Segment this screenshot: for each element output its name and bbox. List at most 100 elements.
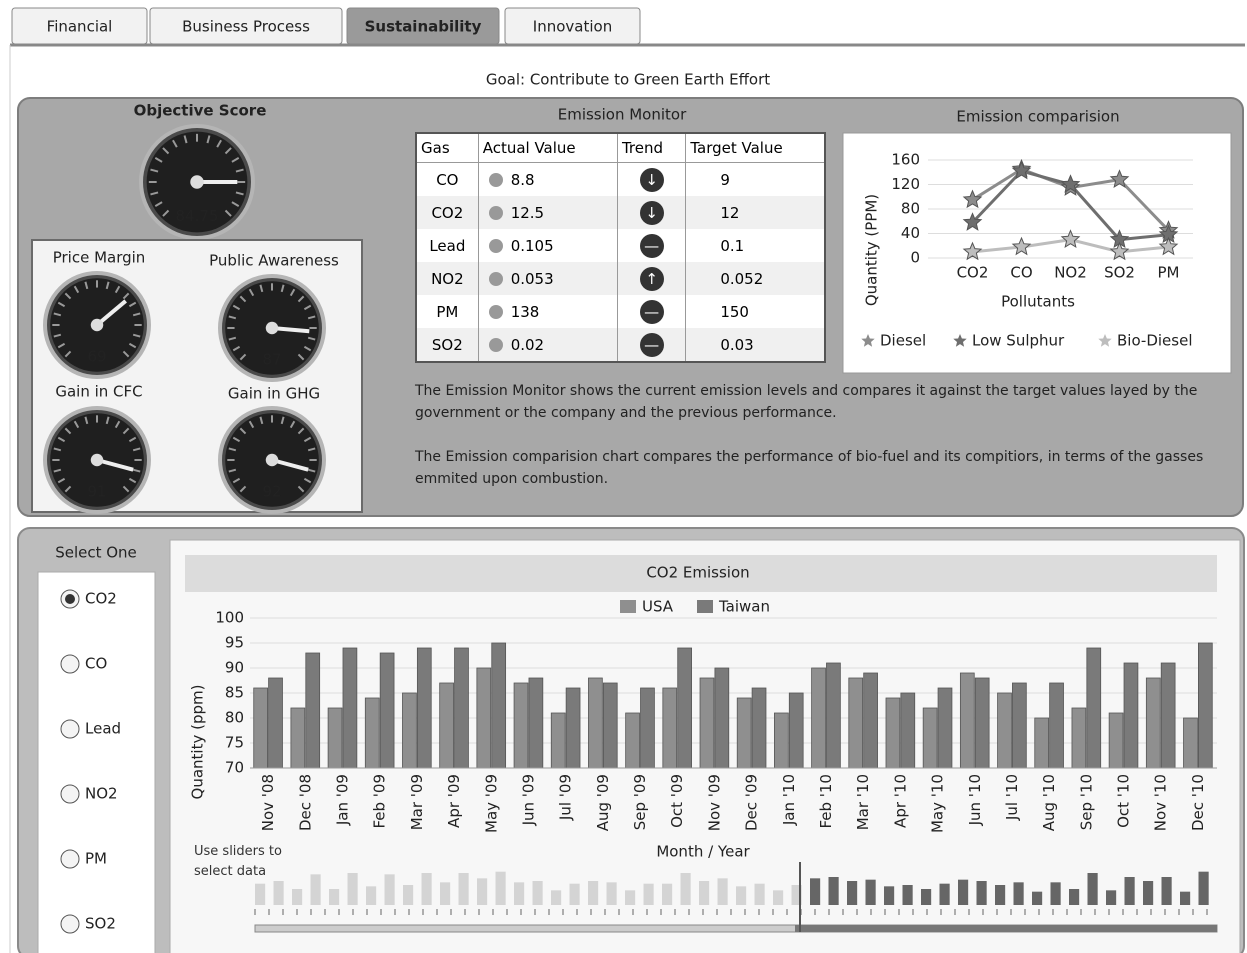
column-header: Actual Value — [478, 133, 617, 163]
navigator-bar — [977, 881, 987, 905]
emission-monitor-table: GasActual ValueTrendTarget ValueCO8.8↓9C… — [415, 132, 826, 363]
gauge-label: Public Awareness — [209, 252, 339, 270]
chart-title: CO2 Emission — [646, 564, 749, 582]
x-tick-label: Jul '10 — [1003, 774, 1021, 821]
radio-button[interactable] — [61, 655, 79, 673]
bar — [588, 678, 602, 768]
radio-label[interactable]: CO2 — [85, 590, 117, 608]
table-row: SO20.02—0.03 — [416, 328, 825, 362]
navigator-bar — [755, 884, 765, 905]
navigator-bar — [1199, 872, 1209, 905]
target-cell: 0.1 — [686, 229, 825, 262]
x-tick-label: CO — [1010, 264, 1032, 282]
bar — [1184, 718, 1198, 768]
x-tick-label: Nov '10 — [1152, 774, 1170, 831]
gas-cell: Lead — [416, 229, 478, 262]
y-tick-label: 70 — [225, 759, 244, 777]
navigator-bar — [1125, 877, 1135, 905]
gauge-cap — [266, 322, 278, 334]
x-tick-label: Dec '09 — [743, 774, 761, 831]
navigator-bar — [551, 890, 561, 905]
navigator-bar — [940, 884, 950, 905]
navigator-bar — [570, 884, 580, 905]
radio-button[interactable] — [61, 785, 79, 803]
bar — [975, 678, 989, 768]
radio-label[interactable]: SO2 — [85, 915, 116, 933]
navigator-bar — [366, 886, 376, 905]
status-dot — [489, 272, 503, 286]
bar — [291, 708, 305, 768]
x-tick-label: Nov '09 — [705, 774, 723, 831]
radio-button[interactable] — [61, 720, 79, 738]
x-tick-label: Aug '10 — [1040, 774, 1058, 831]
actual-value: 0.02 — [511, 336, 544, 354]
navigator-bar — [348, 873, 358, 905]
status-dot — [489, 338, 503, 352]
x-tick-label: Jun '09 — [519, 774, 537, 826]
gas-cell: CO2 — [416, 196, 478, 229]
y-tick-label: 95 — [225, 634, 244, 652]
tab-label[interactable]: Innovation — [533, 18, 612, 36]
x-tick-label: PM — [1158, 264, 1180, 282]
bar — [774, 713, 788, 768]
gauge-label: Objective Score — [134, 102, 267, 120]
trend-icon: — — [640, 234, 664, 258]
bar — [1050, 683, 1064, 768]
navigator-bar — [773, 890, 783, 905]
legend-label: Diesel — [880, 332, 926, 350]
x-tick-label: Aug '09 — [594, 774, 612, 831]
navigator-bar — [736, 886, 746, 905]
radio-label[interactable]: CO — [85, 655, 107, 673]
radio-label[interactable]: NO2 — [85, 785, 118, 803]
radio-label[interactable]: Lead — [85, 720, 121, 738]
trend-cell: — — [617, 328, 685, 362]
actual-value: 8.8 — [511, 171, 535, 189]
radio-button[interactable] — [61, 915, 79, 933]
radio-button[interactable] — [61, 850, 79, 868]
target-cell: 0.03 — [686, 328, 825, 362]
y-tick-label: 80 — [901, 200, 920, 218]
x-tick-label: Feb '09 — [371, 774, 389, 829]
gauge-value: 87 — [262, 351, 281, 369]
x-tick-label: Dec '10 — [1189, 774, 1207, 831]
bar — [641, 688, 655, 768]
gauge-cap — [266, 454, 278, 466]
actual-cell: 0.105 — [478, 229, 617, 262]
bar — [455, 648, 469, 768]
legend-label: Low Sulphur — [972, 332, 1065, 350]
navigator-bar — [1088, 873, 1098, 905]
table-row: NO20.053↑0.052 — [416, 262, 825, 295]
description: The Emission Monitor shows the current e… — [415, 380, 1225, 424]
gauge-label: Gain in CFC — [55, 383, 142, 401]
slider-selection[interactable] — [795, 925, 1217, 932]
page-title: Goal: Contribute to Green Earth Effort — [486, 71, 770, 89]
tab-label[interactable]: Financial — [47, 18, 113, 36]
navigator-bar — [1143, 881, 1153, 905]
radio-dot[interactable] — [65, 594, 75, 604]
bar — [849, 678, 863, 768]
target-cell: 12 — [686, 196, 825, 229]
navigator-bar — [699, 881, 709, 905]
x-axis-label: Pollutants — [1001, 293, 1075, 311]
x-tick-label: Apr '10 — [891, 774, 909, 828]
bar — [998, 693, 1012, 768]
x-tick-label: Feb '10 — [817, 774, 835, 829]
y-tick-label: 40 — [901, 224, 920, 242]
x-tick-label: Apr '09 — [445, 774, 463, 828]
bar — [1087, 648, 1101, 768]
gauge-label: Gain in GHG — [228, 385, 320, 403]
radio-label[interactable]: PM — [85, 850, 107, 868]
navigator-bar — [662, 884, 672, 905]
gauge-cap — [190, 175, 203, 188]
actual-cell: 0.02 — [478, 328, 617, 362]
x-tick-label: Mar '10 — [854, 774, 872, 830]
x-axis-label: Month / Year — [656, 843, 750, 861]
tab-label[interactable]: Sustainability — [365, 18, 482, 36]
column-header: Target Value — [686, 133, 825, 163]
legend-label: Bio-Diesel — [1117, 332, 1192, 350]
bar — [737, 698, 751, 768]
bar — [1012, 683, 1026, 768]
status-dot — [489, 305, 503, 319]
tab-label[interactable]: Business Process — [182, 18, 310, 36]
navigator-bar — [440, 882, 450, 905]
